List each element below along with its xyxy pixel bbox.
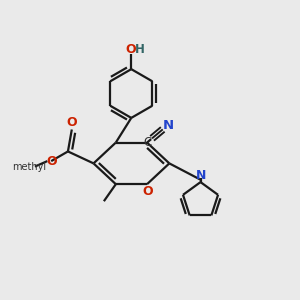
- Text: methyl: methyl: [12, 162, 46, 172]
- Text: O: O: [46, 154, 57, 168]
- Text: O: O: [125, 43, 136, 56]
- Text: N: N: [162, 119, 173, 132]
- Text: H: H: [135, 43, 145, 56]
- Text: N: N: [196, 169, 206, 182]
- Text: C: C: [143, 136, 151, 149]
- Text: O: O: [142, 185, 153, 198]
- Text: O: O: [67, 116, 77, 130]
